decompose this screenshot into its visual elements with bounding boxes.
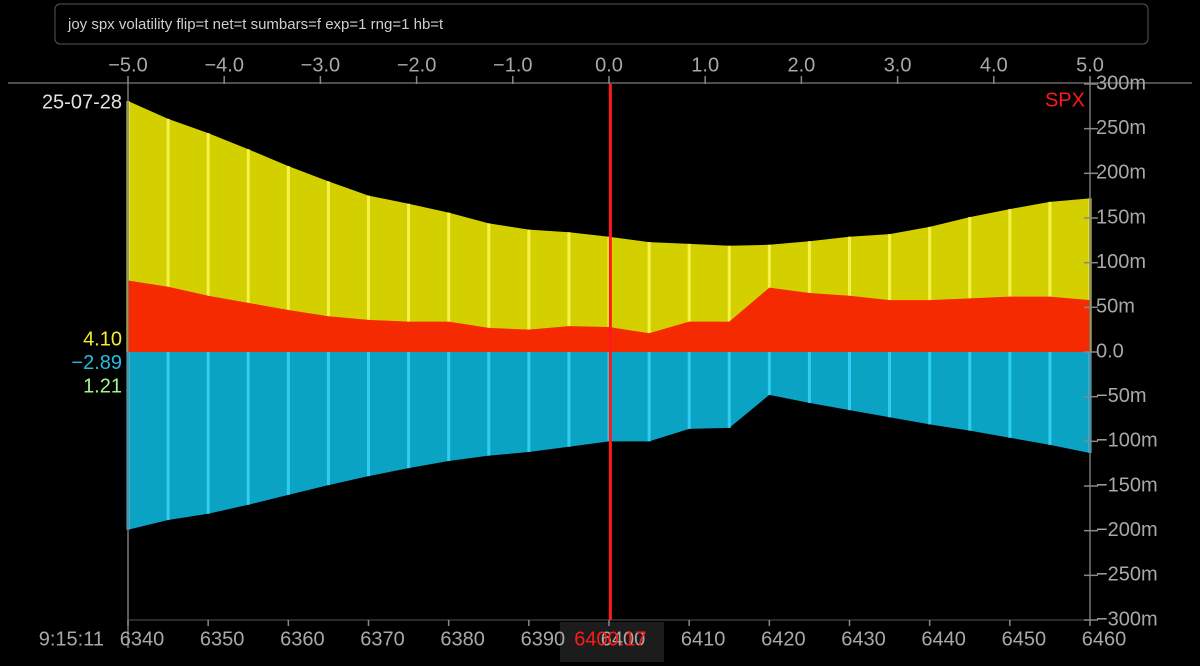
- stat-label: −2.89: [71, 352, 122, 374]
- x2-tick-label: 1.0: [691, 54, 719, 76]
- y-tick-label: 50m: [1096, 296, 1135, 318]
- x-tick-label: 6360: [280, 628, 325, 650]
- area: [128, 280, 1090, 352]
- x2-tick-label: 2.0: [787, 54, 815, 76]
- x2-tick-label: −1.0: [493, 54, 532, 76]
- x2-tick-label: 4.0: [980, 54, 1008, 76]
- x2-tick-label: 3.0: [884, 54, 912, 76]
- x-tick-label: 6430: [841, 628, 886, 650]
- x-tick-label: 6340: [120, 628, 165, 650]
- y-tick-label: −250m: [1096, 564, 1158, 586]
- x-tick-label: 6390: [521, 628, 566, 650]
- spot-label: 6400.17: [574, 628, 646, 650]
- y-tick-label: 250m: [1096, 117, 1146, 139]
- x2-tick-label: −5.0: [108, 54, 147, 76]
- y-tick-label: 0.0: [1096, 340, 1124, 362]
- x2-tick-label: 0.0: [595, 54, 623, 76]
- stat-label: 4.10: [83, 328, 122, 350]
- x2-tick-label: −2.0: [397, 54, 436, 76]
- y-tick-label: −150m: [1096, 474, 1158, 496]
- date-label: 25-07-28: [42, 91, 122, 113]
- spot-label-bg: [560, 622, 664, 662]
- y-tick-label: −100m: [1096, 430, 1158, 452]
- x-tick-label: 6450: [1002, 628, 1047, 650]
- x2-tick-label: −4.0: [204, 54, 243, 76]
- command-text: joy spx volatility flip=t net=t sumbars=…: [67, 16, 444, 33]
- time-label: 9:15:11: [39, 628, 104, 650]
- x-tick-label: 6440: [921, 628, 966, 650]
- x-tick-label: 6410: [681, 628, 726, 650]
- symbol-label: SPX: [1045, 89, 1085, 111]
- stat-label: 1.21: [83, 375, 122, 397]
- y-tick-label: −50m: [1096, 385, 1147, 407]
- command-box[interactable]: [54, 3, 1149, 45]
- x-tick-label: 6420: [761, 628, 806, 650]
- y-tick-label: 100m: [1096, 251, 1146, 273]
- x2-tick-label: −3.0: [301, 54, 340, 76]
- x-tick-label: 6460: [1082, 628, 1127, 650]
- x-tick-label: 6380: [440, 628, 485, 650]
- x-tick-label: 6370: [360, 628, 405, 650]
- x-tick-label: 6350: [200, 628, 245, 650]
- y-tick-label: 200m: [1096, 162, 1146, 184]
- y-tick-label: 150m: [1096, 206, 1146, 228]
- y-tick-label: −300m: [1096, 608, 1158, 630]
- x-tick-label: 6400: [601, 628, 646, 650]
- y-tick-label: −200m: [1096, 519, 1158, 541]
- x2-tick-label: 5.0: [1076, 54, 1104, 76]
- y-tick-label: 300m: [1096, 72, 1146, 94]
